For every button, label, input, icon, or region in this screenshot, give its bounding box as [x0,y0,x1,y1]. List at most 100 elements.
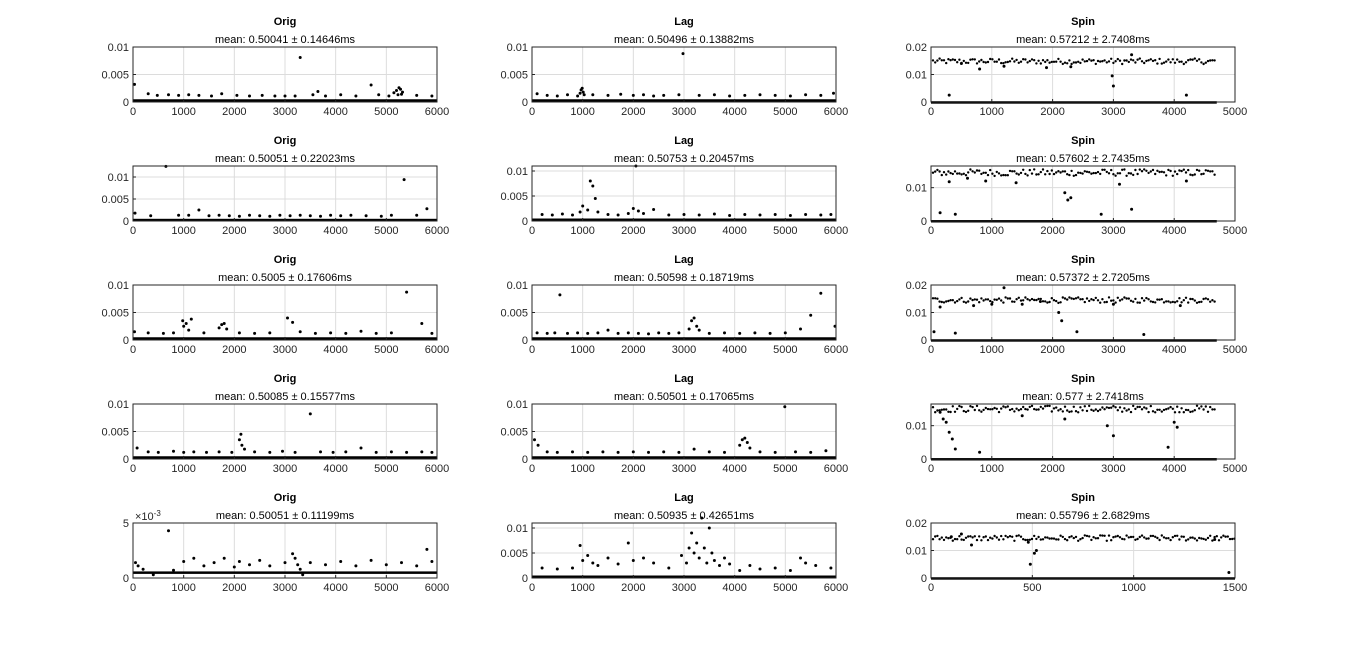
scatter-point [1180,301,1183,304]
scatter-point [1110,74,1114,78]
scatter-point [1057,538,1060,541]
y-tick-label: 0.01 [507,523,528,535]
scatter-point [354,564,358,568]
scatter-point [1121,410,1124,413]
scatter-point [947,537,950,540]
scatter-point [819,93,823,97]
scatter-point [1176,300,1179,303]
scatter-point [978,535,981,538]
scatter-point [960,538,963,541]
scatter-point [964,301,968,304]
scatter-point [1111,302,1115,306]
scatter-point [1231,537,1234,541]
scatter-point [1000,534,1003,538]
x-tick-label: 2000 [621,582,645,594]
scatter-point [1041,59,1045,62]
scatter-point [938,305,942,309]
scatter-point [540,213,544,216]
scatter-point [374,331,378,335]
scatter-point [1035,62,1038,65]
scatter-point [1127,408,1131,411]
scatter-point [606,328,610,332]
scatter-point [1149,300,1153,303]
scatter-point [947,93,951,97]
scatter-point [1101,534,1104,537]
scatter-point [359,446,363,450]
scatter-point [1063,537,1067,541]
scatter-point [1125,409,1128,412]
scatter-point [1118,182,1121,186]
scatter-point [1213,59,1216,62]
scatter-point [1167,537,1170,540]
scatter-point [662,450,666,454]
scatter-point [969,535,972,538]
scatter-point [1028,562,1032,566]
scatter-point [971,58,974,61]
scatter-point [692,316,696,320]
scatter-point [982,408,985,412]
scatter-point [1070,169,1073,173]
scatter-point [182,560,186,563]
scatter-point [705,561,709,565]
scatter-point [1002,62,1005,65]
scatter-point [1107,172,1111,175]
x-tick-label: 3000 [273,344,297,356]
scatter-point [1083,170,1087,173]
scatter-point [1088,299,1091,303]
scatter-point [1187,408,1190,412]
scatter-point [396,93,400,97]
x-tick-label: 0 [529,344,535,356]
scatter-point [377,93,381,97]
scatter-point [1077,296,1080,299]
scatter-point [1092,171,1095,175]
scatter-point [1015,534,1018,538]
scatter-point [1127,297,1131,300]
scatter-point [1068,410,1071,414]
scatter-point [636,209,640,213]
scatter-point [1074,61,1078,64]
subplot-title: Orig [274,373,297,385]
scatter-point [1114,535,1117,538]
scatter-point [540,566,544,570]
scatter-point [1123,296,1126,299]
x-tick-label: 5000 [773,463,797,475]
scatter-point [819,213,823,217]
scatter-point [953,212,957,216]
x-tick-label: 3000 [1101,225,1125,237]
y-tick-label: 0.01 [906,546,927,558]
scatter-point [1006,60,1009,64]
scatter-point [989,299,992,303]
x-tick-label: 5000 [1223,344,1247,356]
scatter-point [967,535,970,538]
scatter-point [1026,540,1030,544]
scatter-point [1198,58,1201,61]
scatter-point [1165,408,1168,411]
scatter-point [1171,407,1175,410]
scatter-point [1129,172,1133,175]
scatter-point [591,184,595,188]
scatter-point [1226,535,1230,538]
scatter-point [1118,299,1122,302]
scatter-point [1063,297,1067,300]
scatter-point [1019,60,1023,63]
scatter-point [949,59,952,62]
scatter-point [1002,286,1006,290]
scatter-point [989,168,992,172]
y-tick-label: 0.01 [507,42,528,54]
scatter-point [1105,300,1109,304]
x-tick-label: 2000 [222,106,246,118]
scatter-point [1020,302,1024,306]
scatter-point [1127,172,1131,175]
scatter-point [773,93,777,97]
scatter-point [177,93,181,97]
scatter-point [967,409,970,412]
scatter-point [1105,424,1109,428]
scatter-point [1178,297,1181,300]
scatter-point [1217,539,1221,542]
scatter-point [1204,297,1208,300]
x-tick-label: 4000 [722,463,746,475]
scatter-point [964,410,968,414]
scatter-point [582,93,586,97]
scatter-point [1184,539,1188,542]
scatter-point [940,300,943,304]
